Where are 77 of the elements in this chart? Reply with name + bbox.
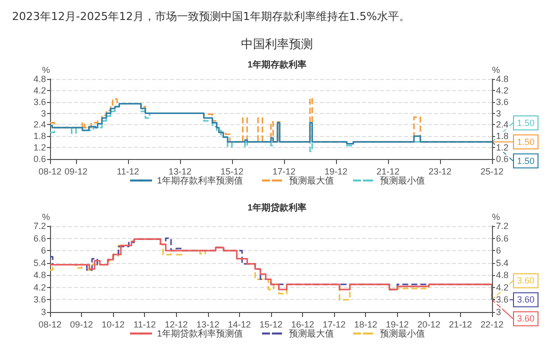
y-tick-label: 3.6	[33, 96, 46, 107]
y-tick-label: 6.6	[33, 233, 46, 244]
y-tick-label: 7.2	[33, 221, 46, 231]
x-tick-label: 16-12	[291, 320, 314, 330]
x-tick-label: 21-12	[448, 320, 472, 330]
chart-title: 1年期存款利率	[247, 60, 307, 70]
y2-axis-title: %	[492, 65, 500, 76]
chart-title: 1年期贷款利率	[247, 202, 307, 212]
x-tick-label: 19-12	[386, 320, 409, 330]
x-tick-label: 20-12	[417, 320, 440, 330]
x-tick-label: 25-12	[480, 166, 504, 176]
y-axis-title: %	[42, 65, 50, 76]
data-label: 3.60	[517, 276, 535, 286]
legend-label: 预测最大值	[289, 328, 334, 338]
x-tick-label: 21-12	[376, 166, 400, 176]
legend-label: 预测最大值	[289, 176, 334, 186]
y2-tick-label: 3.6	[496, 294, 509, 305]
y2-tick-label: 6.6	[496, 233, 509, 244]
data-label: 1.50	[517, 136, 535, 147]
y2-tick-label: 4.2	[496, 282, 509, 292]
y2-tick-label: 6	[496, 246, 502, 256]
y2-tick-label: 4.2	[496, 85, 509, 96]
x-tick-label: 23-12	[428, 166, 452, 176]
y-tick-label: 2.4	[33, 120, 46, 130]
x-tick-label: 13-12	[196, 320, 220, 330]
y2-tick-label: 0.6	[496, 154, 509, 164]
x-tick-label: 09-12	[70, 320, 94, 330]
x-tick-label: 09-12	[64, 166, 88, 176]
x-tick-label: 08-12	[38, 320, 62, 330]
y2-tick-label: 4.8	[496, 270, 509, 280]
y-tick-label: 0.6	[33, 154, 46, 164]
y2-tick-label: 1.2	[496, 142, 509, 153]
y-tick-label: 5.4	[33, 258, 46, 268]
x-tick-label: 15-12	[220, 166, 244, 176]
data-label: 3.60	[517, 294, 535, 305]
x-tick-label: 14-12	[228, 320, 251, 330]
y-tick-label: 1.2	[33, 142, 46, 153]
x-tick-label: 11-12	[133, 320, 156, 330]
y2-tick-label: 3	[496, 108, 502, 118]
x-tick-label: 22-12	[480, 320, 504, 330]
data-label: 1.50	[517, 118, 535, 128]
y-axis-title: %	[42, 212, 50, 222]
x-tick-label: 18-12	[354, 320, 378, 330]
y-tick-label: 4.2	[33, 282, 46, 292]
legend-label: 预测最小值	[380, 328, 426, 338]
y2-tick-label: 3.6	[496, 96, 509, 107]
y-tick-label: 3	[40, 108, 46, 118]
y2-tick-label: 4.8	[496, 74, 509, 84]
y2-tick-label: 2.4	[496, 120, 509, 130]
x-tick-label: 12-12	[164, 320, 188, 330]
legend-label: 1年期贷款利率预测值	[156, 328, 244, 338]
y2-tick-label: 7.2	[496, 221, 509, 231]
y-tick-label: 6	[40, 246, 46, 256]
legend-label: 预测最小值	[380, 176, 426, 186]
x-tick-label: 15-12	[259, 320, 282, 330]
y2-tick-label: 3	[496, 307, 502, 317]
data-label: 3.60	[517, 314, 535, 324]
y2-tick-label: 1.8	[496, 131, 509, 142]
x-tick-label: 08-12	[38, 166, 62, 176]
x-tick-label: 17-12	[322, 320, 346, 330]
data-label: 1.50	[517, 156, 535, 166]
y-tick-label: 4.2	[33, 85, 46, 96]
x-tick-label: 19-12	[324, 166, 348, 176]
y2-axis-title: %	[492, 212, 500, 222]
legend-label: 1年期存款利率预测值	[156, 176, 244, 186]
text: 2023年12月-2025年12月，市场一致预测中国1年期存款利率维持在1.5%水平。	[12, 9, 410, 24]
x-tick-label: 11-12	[116, 166, 140, 176]
x-tick-label: 10-12	[102, 320, 125, 330]
y-tick-label: 3	[40, 307, 46, 317]
y-tick-label: 4.8	[33, 74, 46, 84]
y-tick-label: 3.6	[33, 294, 46, 305]
y-tick-label: 1.8	[33, 131, 46, 142]
y2-tick-label: 5.4	[496, 258, 509, 268]
text: 中国利率预测	[240, 36, 314, 53]
x-tick-label: 17-12	[272, 166, 296, 176]
x-tick-label: 13-12	[168, 166, 192, 176]
y-tick-label: 4.8	[33, 270, 46, 280]
